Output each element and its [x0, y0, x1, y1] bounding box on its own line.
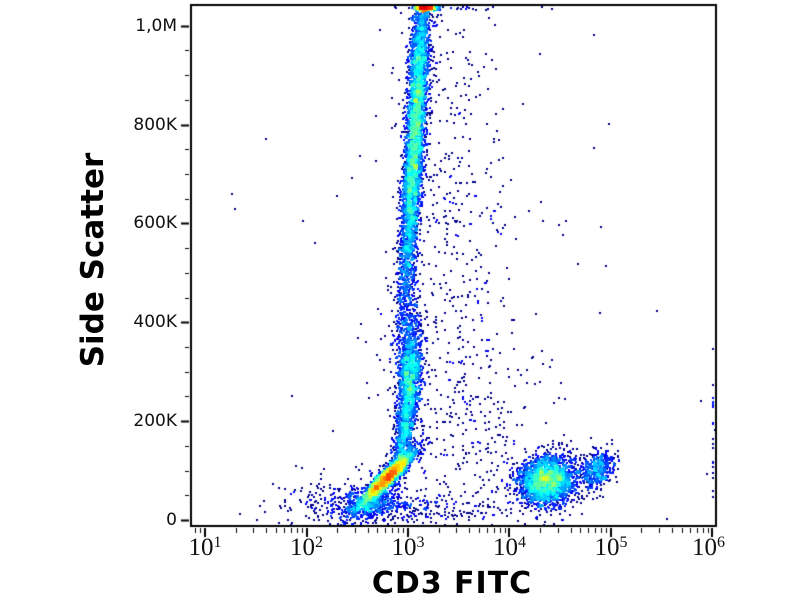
x-axis-title: CD3 FITC: [371, 566, 533, 600]
x-tick-label: 105: [594, 534, 628, 561]
y-tick-label: 600K: [133, 213, 177, 234]
x-tick-label: 104: [492, 534, 526, 561]
x-tick-label: 101: [188, 534, 222, 561]
y-tick-label: 1,0M: [135, 15, 177, 36]
x-tick-label: 106: [691, 534, 725, 561]
y-tick-label: 400K: [133, 312, 177, 333]
y-tick-label: 800K: [133, 114, 177, 135]
y-tick-label: 200K: [133, 411, 177, 432]
y-tick-label: 0: [166, 510, 177, 530]
x-tick-label: 103: [391, 534, 425, 561]
x-tick-label: 102: [290, 534, 323, 561]
y-axis-title: Side Scatter: [75, 152, 111, 368]
